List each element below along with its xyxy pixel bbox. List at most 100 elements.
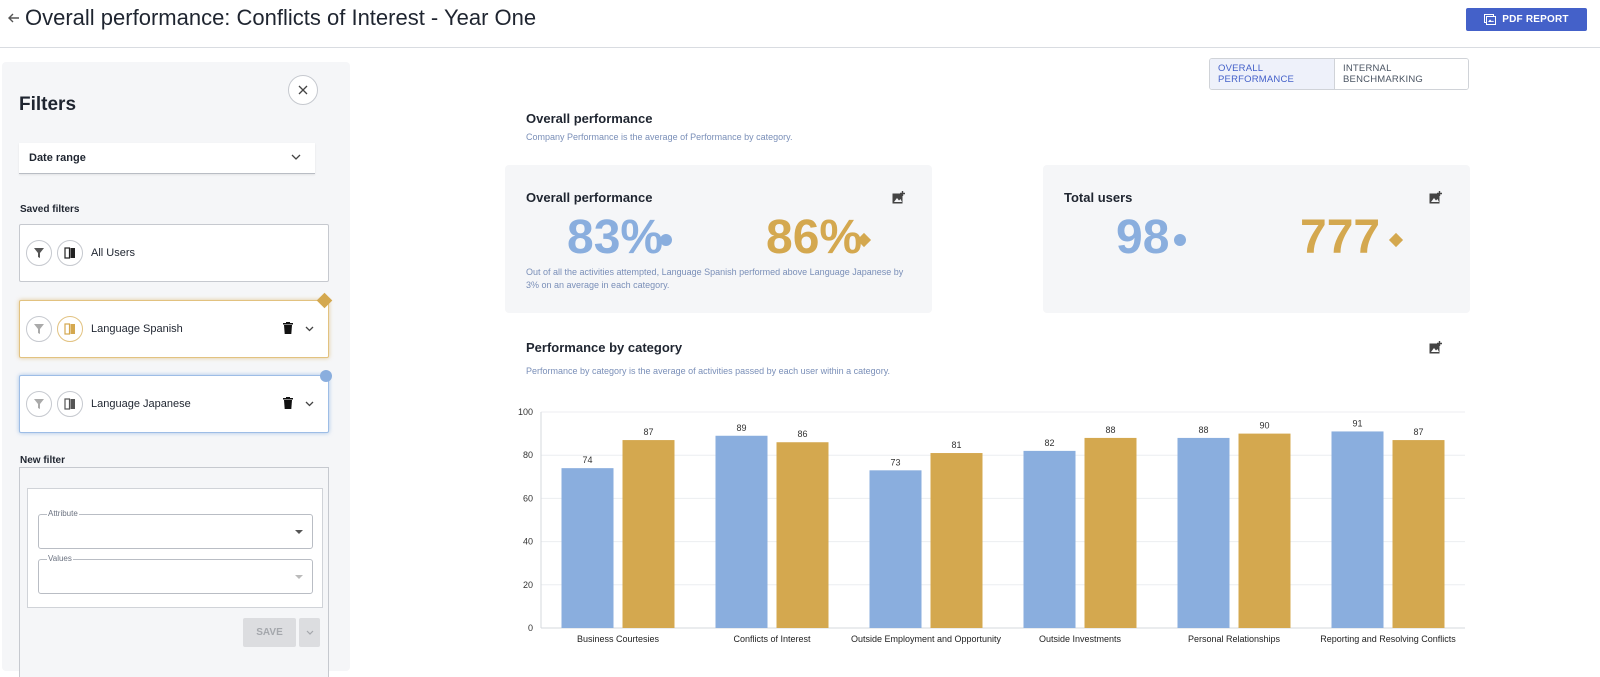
pdf-report-label: PDF REPORT (1502, 14, 1569, 25)
x-tick-label: Business Courtesies (577, 634, 660, 644)
x-tick-label: Conflicts of Interest (733, 634, 811, 644)
filter-toggle[interactable] (26, 316, 52, 342)
data-label: 82 (1044, 438, 1054, 448)
category-heading: Performance by category (526, 340, 683, 355)
page-header: Overall performance: Conflicts of Intere… (0, 0, 1600, 48)
overall-subtitle: Company Performance is the average of Pe… (526, 132, 793, 142)
data-label: 88 (1105, 425, 1115, 435)
bar (1084, 437, 1137, 628)
chevron-down-icon (291, 154, 301, 160)
new-filter-fields: Attribute Values (27, 488, 323, 608)
x-tick-label: Outside Investments (1039, 634, 1122, 644)
back-arrow-icon[interactable] (6, 10, 22, 26)
pdf-report-button[interactable]: PDF REPORT (1466, 8, 1587, 31)
date-range-label: Date range (29, 152, 86, 164)
download-image-icon[interactable] (1429, 341, 1442, 354)
data-label: 73 (890, 457, 900, 467)
bar (1238, 433, 1291, 628)
data-label: 87 (1413, 427, 1423, 437)
category-subtitle: Performance by category is the average o… (526, 366, 891, 376)
close-filters-button[interactable] (288, 75, 318, 105)
total-users-card: Total users 98 777 (1043, 165, 1470, 313)
saved-filter-language-spanish[interactable]: Language Spanish (19, 300, 329, 358)
trash-icon[interactable] (283, 322, 293, 334)
download-image-icon[interactable] (1429, 191, 1442, 204)
filter-toggle[interactable] (26, 240, 52, 266)
page-title: Overall performance: Conflicts of Intere… (25, 5, 537, 30)
trash-icon[interactable] (283, 397, 293, 409)
save-filter-button[interactable]: SAVE (243, 618, 296, 647)
attribute-select[interactable]: Attribute (38, 509, 313, 549)
bar (561, 468, 614, 628)
kpi-note: Out of all the activities attempted, Lan… (526, 267, 904, 290)
chevron-down-icon[interactable] (305, 326, 314, 332)
bar (1392, 440, 1445, 628)
funnel-icon (34, 248, 44, 258)
bar (776, 442, 829, 628)
performance-by-category-chart: 0 20 40 60 80 100 74 87 Business Courtesies 89 86 C… (518, 407, 1465, 644)
filter-name: All Users (91, 247, 136, 259)
data-label: 88 (1198, 425, 1208, 435)
y-tick-label: 60 (523, 493, 533, 503)
spanish-overall-value: 83% (567, 211, 664, 264)
view-tabs: OVERALL PERFORMANCE INTERNAL BENCHMARKIN… (1209, 58, 1469, 90)
japanese-users-value: 777 (1300, 211, 1381, 264)
kpi-title: Overall performance (526, 190, 653, 205)
y-tick-label: 80 (523, 450, 533, 460)
chevron-down-icon[interactable] (305, 401, 314, 407)
x-tick-label: Personal Relationships (1188, 634, 1281, 644)
japanese-overall-value: 86% (766, 211, 863, 264)
data-label: 81 (951, 440, 961, 450)
values-select[interactable]: Values (38, 554, 313, 594)
compare-icon (64, 323, 75, 335)
tab-overall-performance[interactable]: OVERALL PERFORMANCE (1210, 59, 1335, 89)
date-range-dropdown[interactable]: Date range (19, 143, 315, 174)
y-tick-label: 40 (523, 537, 533, 547)
filter-name: Language Spanish (91, 323, 183, 335)
funnel-icon (34, 399, 44, 409)
y-tick-label: 100 (518, 407, 533, 417)
bar (1331, 431, 1384, 628)
gold-diamond-marker (1388, 232, 1404, 248)
y-tick-label: 0 (528, 623, 533, 633)
bar (930, 453, 983, 628)
data-label: 91 (1352, 418, 1362, 428)
new-filter-form: Attribute Values SAVE (19, 467, 329, 677)
bar (1177, 437, 1230, 628)
download-image-icon[interactable] (892, 191, 905, 204)
compare-icon (64, 247, 75, 259)
saved-filter-language-japanese[interactable]: Language Japanese (19, 375, 329, 433)
dropdown-arrow-icon (295, 575, 303, 579)
data-label: 86 (797, 429, 807, 439)
blue-dot-marker (660, 234, 672, 246)
filter-name: Language Japanese (91, 398, 191, 410)
saved-filters-label: Saved filters (20, 204, 80, 215)
filters-panel: Filters Date range Saved filters All Use… (2, 62, 350, 677)
tab-internal-benchmarking[interactable]: INTERNAL BENCHMARKING (1335, 59, 1468, 89)
filters-title: Filters (19, 94, 77, 115)
blue-dot-marker (1174, 234, 1186, 246)
filter-toggle[interactable] (26, 391, 52, 417)
bar (869, 470, 922, 628)
kpi-title: Total users (1064, 190, 1133, 205)
japanese-marker-dot (320, 370, 332, 382)
bar (622, 440, 675, 628)
compare-toggle[interactable] (57, 316, 83, 342)
funnel-icon (34, 324, 44, 334)
x-tick-label: Reporting and Resolving Conflicts (1320, 634, 1456, 644)
x-tick-label: Outside Employment and Opportunity (851, 634, 1002, 644)
y-tick-label: 20 (523, 580, 533, 590)
bar (1023, 450, 1076, 628)
compare-toggle[interactable] (57, 240, 83, 266)
data-label: 89 (736, 423, 746, 433)
compare-toggle[interactable] (57, 391, 83, 417)
saved-filter-all-users[interactable]: All Users (19, 224, 329, 282)
pdf-icon (1484, 14, 1497, 25)
save-options-button[interactable] (299, 618, 320, 647)
overall-performance-card: Overall performance 83% 86% Out of all t… (505, 165, 932, 313)
spanish-users-value: 98 (1116, 211, 1170, 264)
data-label: 74 (582, 455, 592, 465)
new-filter-label: New filter (20, 455, 66, 466)
data-label: 90 (1259, 421, 1269, 431)
chevron-down-icon (306, 630, 313, 635)
